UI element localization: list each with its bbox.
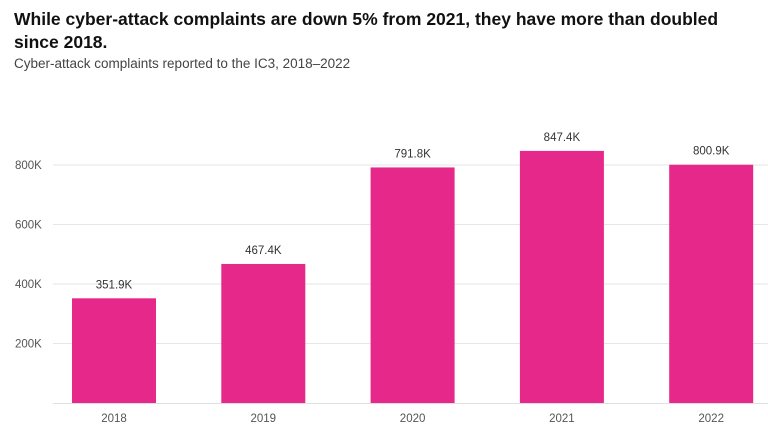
chart-title: While cyber-attack complaints are down 5…: [14, 9, 719, 52]
y-tick-label: 800K: [15, 160, 42, 172]
x-tick-label: 2021: [549, 413, 575, 425]
data-label: 800.9K: [693, 146, 730, 158]
x-tick-label: 2022: [698, 413, 724, 425]
x-tick-label: 2019: [251, 413, 277, 425]
bar: [72, 298, 156, 403]
data-label: 351.9K: [96, 279, 133, 291]
chart-subtitle: Cyber-attack complaints reported to the …: [14, 56, 351, 71]
bar: [370, 167, 455, 403]
y-tick-label: 200K: [15, 339, 42, 351]
data-label: 467.4K: [245, 245, 282, 257]
x-tick-label: 2020: [400, 413, 426, 425]
bar: [221, 263, 306, 403]
bar: [669, 164, 754, 403]
y-tick-label: 400K: [15, 279, 42, 291]
x-tick-label: 2018: [101, 413, 127, 425]
bar: [519, 150, 604, 403]
data-label: 847.4K: [544, 132, 581, 144]
data-label: 791.8K: [394, 148, 431, 160]
y-tick-label: 600K: [15, 220, 42, 232]
